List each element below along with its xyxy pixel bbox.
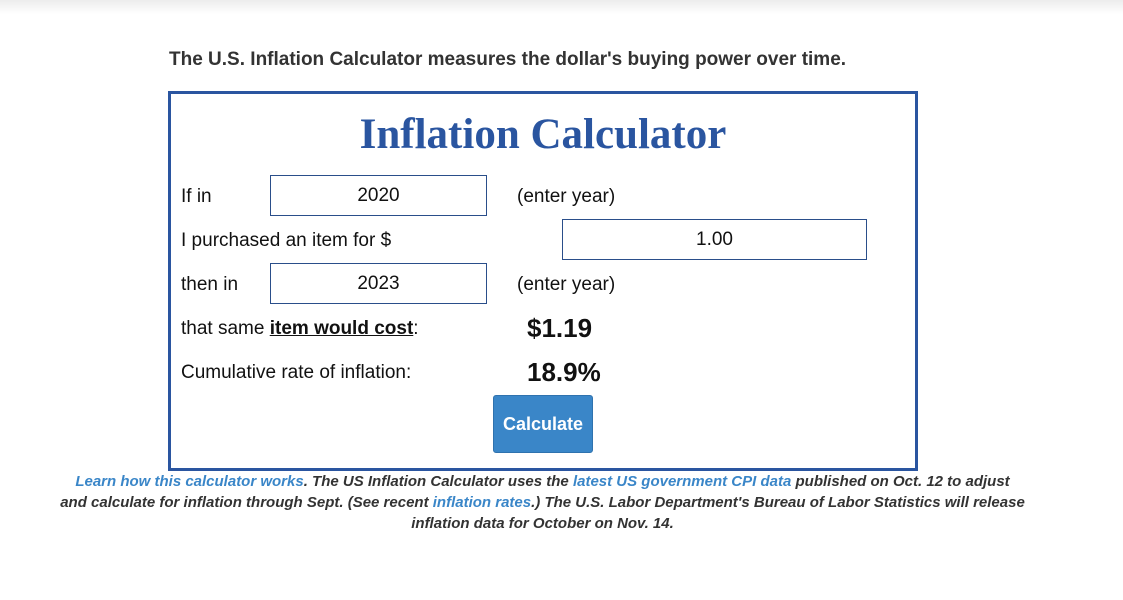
cpi-data-link[interactable]: latest US government CPI data [572,473,792,490]
start-year-label: If in [181,186,212,207]
inflation-rate-result: 18.9% [527,357,601,387]
intro-heading: The U.S. Inflation Calculator measures t… [169,49,847,70]
end-year-input[interactable] [270,263,487,304]
end-year-hint: (enter year) [517,274,616,295]
footer-text-3: .) The U.S. Labor Department's Bureau of… [411,494,1025,532]
cost-label: that same item would cost: [181,318,419,340]
calculate-button[interactable]: Calculate [493,395,593,453]
start-year-input[interactable] [270,175,487,216]
inflation-rates-link[interactable]: inflation rates [432,494,532,511]
inflation-rate-label: Cumulative rate of inflation: [181,362,412,383]
footer-text-2: published on Oct. 12 to adjust and calcu… [60,473,1010,511]
cost-label-suffix: : [413,318,419,339]
amount-input[interactable] [562,219,867,260]
cost-result: $1.19 [527,313,593,343]
end-year-label: then in [181,274,239,295]
top-shadow [0,0,1123,14]
calculator-title: Inflation Calculator [359,111,727,158]
cost-label-prefix: that same [181,318,270,339]
footer-note: Learn how this calculator works. The US … [60,471,1025,534]
amount-label: I purchased an item for $ [181,230,392,251]
cost-label-emphasis: item would cost [269,318,414,339]
how-it-works-link[interactable]: Learn how this calculator works [75,473,304,490]
footer-text-1: . The US Inflation Calculator uses the [303,473,573,490]
start-year-hint: (enter year) [517,186,616,207]
inflation-calculator: Inflation Calculator If in (enter year) … [168,91,918,471]
